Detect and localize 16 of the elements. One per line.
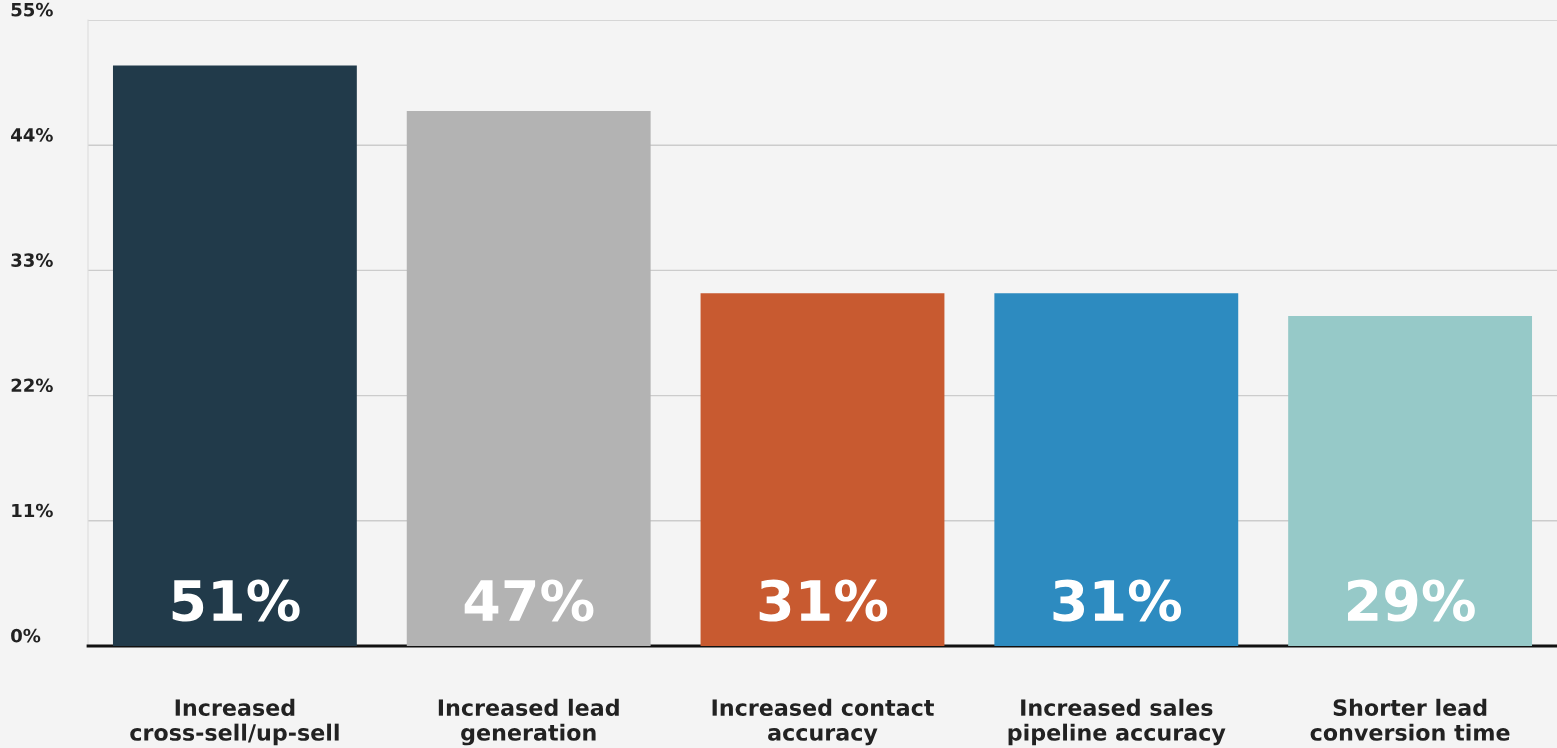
y-tick-label: 0% [11, 628, 41, 643]
x-tick-label: Increased lead generation [438, 698, 619, 746]
y-tick-label: 33% [11, 253, 53, 267]
data-label: 31% [759, 579, 888, 622]
y-tick-label: 44% [11, 128, 53, 142]
data-label: 31% [1053, 579, 1182, 622]
x-tick-label: Increased sales pipeline accuracy [1008, 698, 1226, 746]
data-label: 51% [172, 579, 300, 622]
data-label: 47% [464, 579, 594, 622]
data-label: 29% [1348, 579, 1475, 622]
y-tick-label: 55% [11, 2, 53, 17]
y-tick-label: 11% [12, 503, 53, 518]
x-tick-label: Increased cross-sell/up-sell [130, 698, 339, 746]
x-tick-label: Shorter lead conversion time [1310, 698, 1510, 741]
x-tick-label: Increased contact accuracy [712, 698, 934, 746]
y-tick-label: 22% [11, 378, 53, 393]
